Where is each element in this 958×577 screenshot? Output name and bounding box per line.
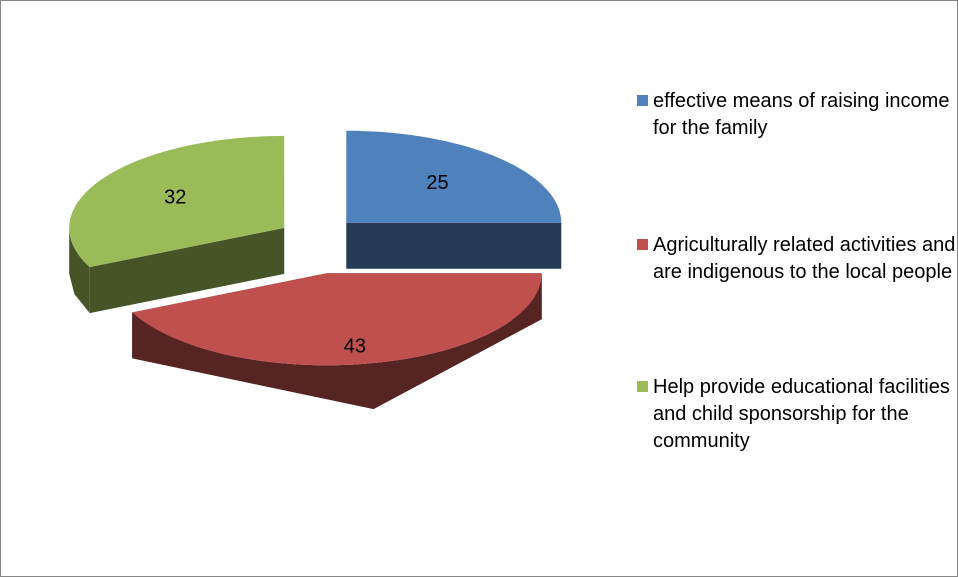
legend-entry: effective means of raising income for th… xyxy=(637,88,958,142)
legend-swatch xyxy=(637,239,648,250)
legend-label: effective means of raising income for th… xyxy=(653,90,950,139)
legend-label: Help provide educational facilities and … xyxy=(653,376,950,452)
legend-swatch xyxy=(637,95,648,106)
slice xyxy=(346,130,562,223)
slice-side xyxy=(89,227,285,314)
slice-wall xyxy=(69,227,90,314)
legend-label: Agriculturally related activities and ar… xyxy=(653,234,956,283)
slice xyxy=(132,273,542,366)
data-label: 43 xyxy=(344,335,366,357)
data-label: 25 xyxy=(426,172,448,194)
slice-side xyxy=(346,222,562,269)
legend-entry: Agriculturally related activities and ar… xyxy=(637,232,958,286)
slice-wall xyxy=(132,273,542,410)
legend-swatch xyxy=(637,381,648,392)
data-label: 32 xyxy=(164,187,186,209)
slice xyxy=(69,135,285,268)
legend-entry: Help provide educational facilities and … xyxy=(637,374,958,455)
